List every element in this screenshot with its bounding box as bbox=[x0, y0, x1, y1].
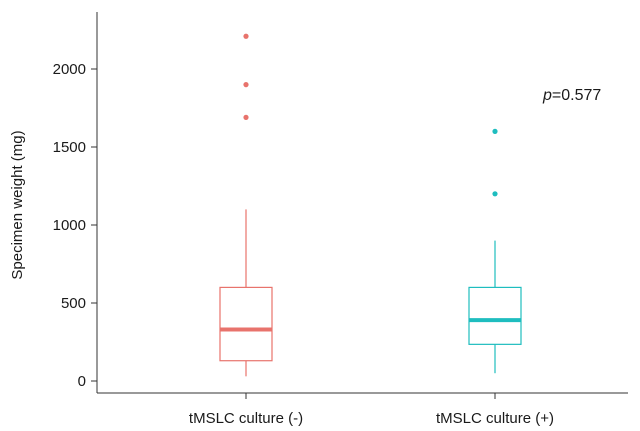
box-group bbox=[468, 128, 522, 374]
outlier-point bbox=[492, 128, 498, 134]
outlier-point bbox=[243, 33, 249, 39]
x-tick-label: tMSLC culture (-) bbox=[189, 410, 303, 427]
p-value-annotation: p=0.577 bbox=[542, 87, 601, 104]
box-iqr bbox=[468, 286, 522, 345]
y-tick-label: 0 bbox=[78, 373, 86, 390]
y-axis-ticks: 0 500 1000 1500 2000 bbox=[53, 61, 97, 390]
y-tick-label: 500 bbox=[61, 295, 86, 312]
box-iqr bbox=[219, 286, 273, 362]
box-group bbox=[219, 33, 273, 377]
outlier-point bbox=[243, 114, 249, 120]
outlier-point bbox=[243, 82, 249, 88]
p-value-number: =0.577 bbox=[552, 87, 601, 104]
outlier-point bbox=[492, 191, 498, 197]
y-tick-label: 2000 bbox=[53, 61, 86, 78]
box-groups bbox=[219, 33, 522, 377]
y-axis-title: Specimen weight (mg) bbox=[9, 130, 26, 279]
y-tick-label: 1000 bbox=[53, 217, 86, 234]
y-tick-label: 1500 bbox=[53, 139, 86, 156]
p-value-symbol: p bbox=[542, 87, 552, 104]
x-tick-label: tMSLC culture (+) bbox=[436, 410, 554, 427]
x-axis-ticks: tMSLC culture (-) tMSLC culture (+) bbox=[189, 393, 554, 427]
